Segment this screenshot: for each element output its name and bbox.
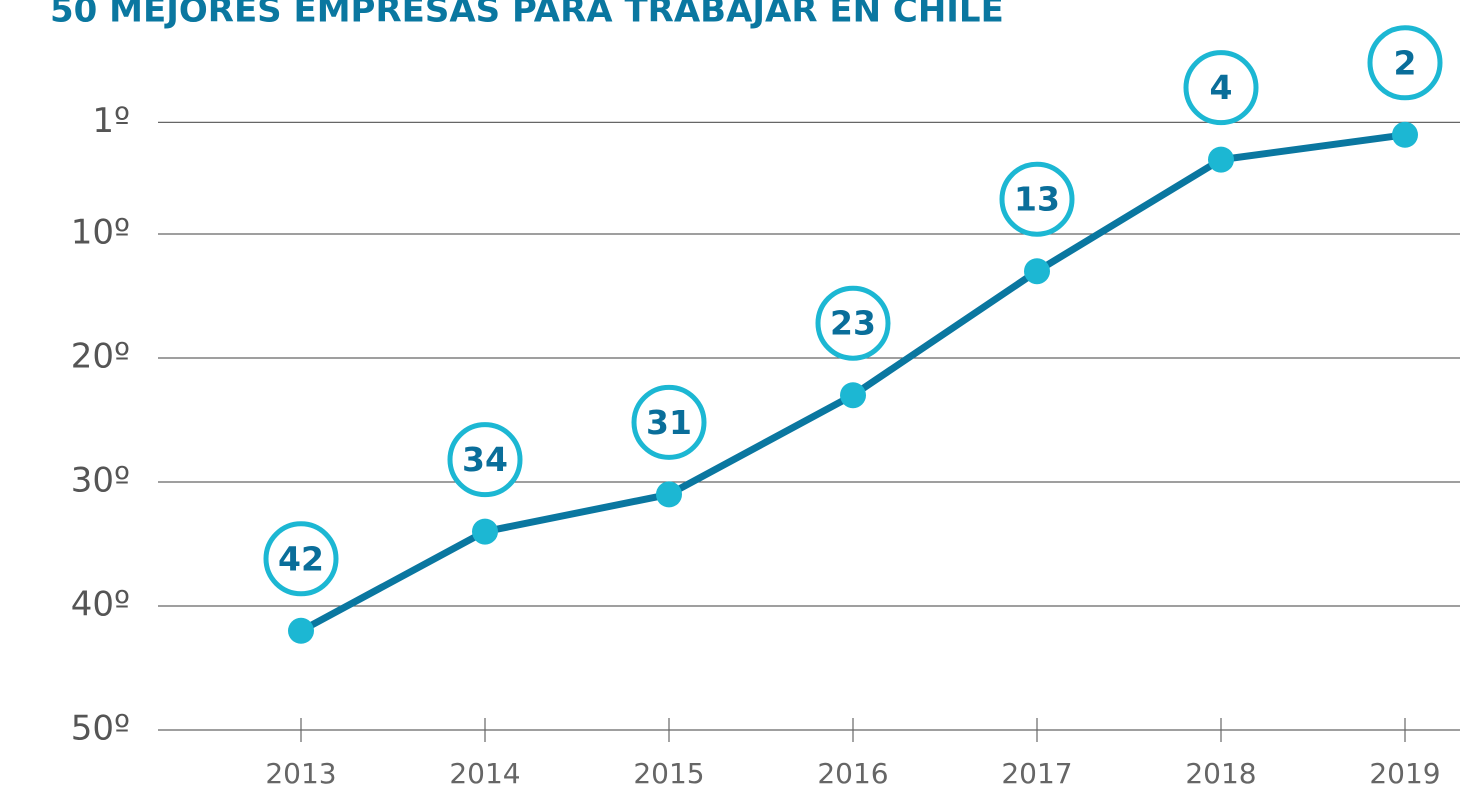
y-tick-label: 10º xyxy=(71,213,130,253)
x-tick-label: 2019 xyxy=(1369,757,1440,790)
x-tick-label: 2013 xyxy=(265,757,336,790)
x-tick-label: 2014 xyxy=(449,757,520,790)
y-tick-label: 30º xyxy=(71,461,130,501)
point xyxy=(656,481,682,508)
data-label: 2 xyxy=(1394,43,1417,82)
data-label: 13 xyxy=(1014,180,1060,219)
y-tick-label: 20º xyxy=(71,337,130,377)
point xyxy=(840,382,866,409)
label-ring xyxy=(447,422,523,498)
point xyxy=(472,518,498,545)
x-tick-label: 2018 xyxy=(1185,757,1256,790)
data-label: 4 xyxy=(1210,68,1233,107)
label-ring xyxy=(631,384,707,460)
point xyxy=(1208,146,1234,173)
x-tick-label: 2017 xyxy=(1001,757,1072,790)
label-ring xyxy=(263,521,339,597)
data-label: 31 xyxy=(646,403,692,442)
y-tick-label: 1º xyxy=(92,101,130,141)
point xyxy=(1392,121,1418,148)
y-tick-label: 40º xyxy=(71,585,130,625)
label-ring xyxy=(1183,50,1259,126)
data-label: 42 xyxy=(278,539,324,578)
label-ring xyxy=(999,161,1075,237)
x-tick-label: 2015 xyxy=(633,757,704,790)
chart-title: 50 MEJORES EMPRESAS PARA TRABAJAR EN CHI… xyxy=(50,0,1004,31)
x-tick-label: 2016 xyxy=(817,757,888,790)
label-ring xyxy=(815,285,891,361)
point xyxy=(288,617,314,644)
data-label: 23 xyxy=(830,304,876,343)
y-tick-label: 50º xyxy=(71,709,130,749)
label-ring xyxy=(1367,25,1443,101)
point xyxy=(1024,258,1050,285)
data-label: 34 xyxy=(462,440,508,479)
